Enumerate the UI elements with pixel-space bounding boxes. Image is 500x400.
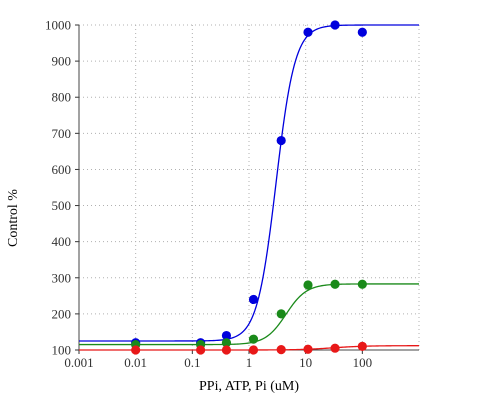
x-tick-label: 0.1 [184, 355, 200, 370]
data-point-2 [303, 280, 313, 290]
x-tick-label: 0.01 [124, 355, 147, 370]
grid [79, 24, 420, 350]
data-point-1 [276, 135, 286, 146]
data-point-1 [357, 27, 367, 37]
y-tick-label: 700 [52, 126, 72, 141]
data-points [131, 20, 367, 355]
x-axis-title: PPi, ATP, Pi (uM) [199, 379, 299, 394]
x-tick-label: 10 [299, 355, 312, 370]
data-point-1 [221, 330, 232, 341]
y-tick-label: 300 [52, 270, 72, 285]
y-tick-label: 500 [52, 198, 72, 213]
data-point-1 [330, 20, 340, 30]
y-tick-label: 800 [52, 90, 72, 105]
data-point-2 [357, 279, 367, 289]
y-tick-label: 1000 [45, 18, 71, 33]
y-tick-label: 200 [52, 306, 72, 321]
data-point-2 [276, 309, 286, 319]
y-tick-label: 600 [52, 162, 72, 177]
data-point-3 [276, 345, 286, 355]
y-tick-label: 400 [52, 234, 72, 249]
data-point-3 [221, 345, 232, 355]
data-point-3 [330, 343, 340, 353]
x-tick-label: 100 [353, 355, 373, 370]
y-tick-label: 100 [52, 343, 72, 358]
x-tick-label: 1 [246, 355, 253, 370]
data-point-2 [221, 338, 232, 348]
data-point-3 [248, 345, 259, 355]
data-point-3 [357, 341, 367, 351]
data-point-3 [131, 345, 141, 355]
data-point-3 [196, 345, 206, 355]
y-tick-label: 900 [52, 54, 72, 69]
data-point-2 [330, 279, 340, 289]
tick-labels: 0.001 0.01 0.1 1 10 100 100 200 300 400 500 600 700 8… [45, 18, 372, 371]
axes [75, 24, 419, 354]
data-point-3 [303, 344, 313, 354]
data-point-1 [303, 27, 313, 37]
y-axis-title: Control % [6, 189, 21, 247]
data-point-2 [248, 334, 259, 344]
x-tick-label: 0.001 [64, 355, 93, 370]
data-point-1 [248, 294, 259, 305]
